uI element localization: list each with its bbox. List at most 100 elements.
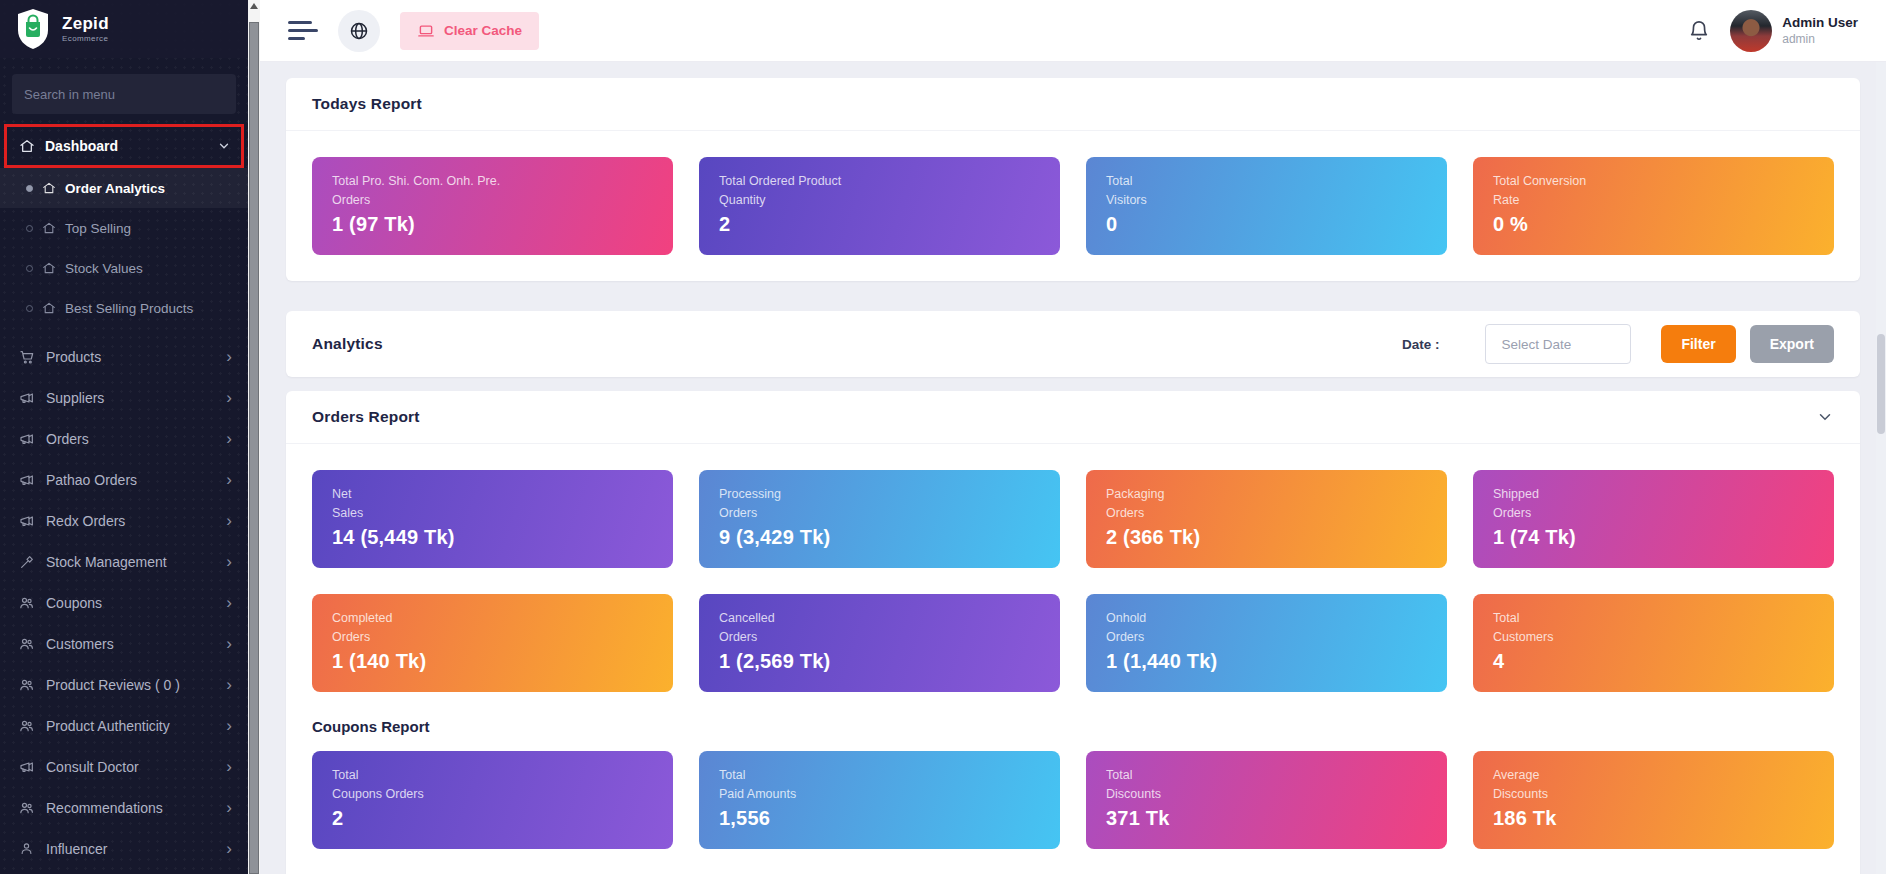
report-card: Shipped Orders 1 (74 Tk) — [1473, 470, 1834, 568]
orders-report-cards-row1: Net Sales 14 (5,449 Tk) Processing Order… — [312, 470, 1834, 568]
card-label-line1: Onhold — [1106, 609, 1427, 628]
card-value: 1,556 — [719, 807, 1040, 830]
report-card: Net Sales 14 (5,449 Tk) — [312, 470, 673, 568]
card-label-line1: Processing — [719, 485, 1040, 504]
megaphone-icon — [18, 759, 35, 775]
card-value: 4 — [1493, 650, 1814, 673]
card-value: 1 (1,440 Tk) — [1106, 650, 1427, 673]
card-label-line2: Orders — [332, 628, 653, 647]
card-label-line1: Packaging — [1106, 485, 1427, 504]
report-card: Total Coupons Orders 2 — [312, 751, 673, 849]
report-card: Total Visitors 0 — [1086, 157, 1447, 255]
sidebar: Zepid Ecommerce Dashboard Order Analytic… — [0, 0, 248, 874]
menu-toggle-icon[interactable] — [288, 21, 318, 40]
sidebar-item[interactable]: Pathao Orders › — [0, 459, 248, 500]
avatar[interactable] — [1730, 10, 1772, 52]
card-label-line1: Total Conversion — [1493, 172, 1814, 191]
sidebar-item[interactable]: Suppliers › — [0, 377, 248, 418]
notifications-button[interactable] — [1688, 20, 1710, 42]
user-menu[interactable]: Admin User admin — [1730, 10, 1858, 52]
card-label-line2: Sales — [332, 504, 653, 523]
chevron-right-icon: › — [226, 471, 232, 488]
sidebar-menu: Products › Suppliers › Orders › Pathao O… — [0, 336, 248, 869]
card-value: 186 Tk — [1493, 807, 1814, 830]
report-card: Total Customers 4 — [1473, 594, 1834, 692]
dashboard-content: Todays Report Total Pro. Shi. Com. Onh. … — [260, 62, 1886, 874]
people-icon — [18, 595, 35, 611]
card-value: 14 (5,449 Tk) — [332, 526, 653, 549]
search-input[interactable] — [12, 74, 236, 114]
sidebar-item[interactable]: Redx Orders › — [0, 500, 248, 541]
clear-cache-button[interactable]: Clear Cache — [400, 12, 539, 50]
card-label-line1: Total Pro. Shi. Com. Onh. Pre. — [332, 172, 653, 191]
sidebar-item[interactable]: Orders › — [0, 418, 248, 459]
card-label-line2: Coupons Orders — [332, 785, 653, 804]
scroll-up-arrow-icon[interactable] — [250, 3, 258, 9]
sidebar-item-dashboard[interactable]: Dashboard — [4, 124, 244, 168]
todays-report-cards: Total Pro. Shi. Com. Onh. Pre. Orders 1 … — [312, 157, 1834, 255]
bullet-icon — [26, 185, 33, 192]
date-input[interactable] — [1485, 324, 1631, 364]
sidebar-subitem[interactable]: Top Selling — [0, 208, 248, 248]
report-card: Packaging Orders 2 (366 Tk) — [1086, 470, 1447, 568]
sidebar-item[interactable]: Customers › — [0, 623, 248, 664]
card-label-line1: Total — [1106, 766, 1427, 785]
card-label-line2: Quantity — [719, 191, 1040, 210]
sidebar-item[interactable]: Product Reviews ( 0 ) › — [0, 664, 248, 705]
export-button[interactable]: Export — [1750, 325, 1834, 363]
page-scrollbar[interactable] — [1876, 62, 1886, 874]
card-value: 1 (97 Tk) — [332, 213, 653, 236]
card-label-line2: Orders — [719, 628, 1040, 647]
sidebar-scrollbar[interactable] — [248, 0, 260, 874]
sidebar-subitem[interactable]: Stock Values — [0, 248, 248, 288]
sidebar-subitem[interactable]: Best Selling Products — [0, 288, 248, 328]
report-card: Total Pro. Shi. Com. Onh. Pre. Orders 1 … — [312, 157, 673, 255]
sidebar-item-label: Influencer — [46, 841, 107, 857]
sidebar-item[interactable]: Coupons › — [0, 582, 248, 623]
sidebar-item[interactable]: Products › — [0, 336, 248, 377]
collapse-chevron-icon[interactable] — [1816, 408, 1834, 426]
sidebar-item[interactable]: Consult Doctor › — [0, 746, 248, 787]
chevron-right-icon: › — [226, 594, 232, 611]
home-icon — [42, 221, 56, 235]
card-label-line2: Customers — [1493, 628, 1814, 647]
sidebar-item-label: Orders — [46, 431, 89, 447]
chevron-right-icon: › — [226, 635, 232, 652]
chevron-right-icon: › — [226, 389, 232, 406]
sidebar-item[interactable]: Recommendations › — [0, 787, 248, 828]
sidebar-subitem-label: Order Analytics — [65, 181, 165, 196]
card-label-line1: Average — [1493, 766, 1814, 785]
people-icon — [18, 677, 35, 693]
sidebar-item[interactable]: Influencer › — [0, 828, 248, 869]
card-label-line2: Rate — [1493, 191, 1814, 210]
clear-cache-label: Clear Cache — [444, 23, 522, 38]
megaphone-icon — [18, 431, 35, 447]
sidebar-item-label: Stock Management — [46, 554, 167, 570]
scrollbar-thumb[interactable] — [1877, 334, 1885, 434]
home-icon — [19, 138, 35, 154]
brand-logo[interactable]: Zepid Ecommerce — [0, 0, 248, 58]
sidebar-item[interactable]: Product Authenticity › — [0, 705, 248, 746]
report-card: Cancelled Orders 1 (2,569 Tk) — [699, 594, 1060, 692]
people-icon — [18, 636, 35, 652]
sidebar-subitem[interactable]: Order Analytics — [0, 168, 248, 208]
report-card: Total Paid Amounts 1,556 — [699, 751, 1060, 849]
chevron-right-icon: › — [226, 512, 232, 529]
bell-icon — [1688, 20, 1710, 42]
card-label-line2: Orders — [332, 191, 653, 210]
card-label-line1: Total — [719, 766, 1040, 785]
card-label-line2: Paid Amounts — [719, 785, 1040, 804]
sidebar-item-label: Products — [46, 349, 101, 365]
bullet-icon — [26, 305, 33, 312]
filter-button[interactable]: Filter — [1661, 325, 1735, 363]
cache-icon — [417, 22, 435, 40]
language-globe-button[interactable] — [338, 10, 380, 52]
chevron-right-icon: › — [226, 676, 232, 693]
scrollbar-thumb[interactable] — [249, 22, 259, 874]
sidebar-item[interactable]: Stock Management › — [0, 541, 248, 582]
sidebar-item-label: Product Authenticity — [46, 718, 170, 734]
sidebar-item-label: Suppliers — [46, 390, 104, 406]
cart-icon — [18, 349, 35, 365]
report-card: Total Conversion Rate 0 % — [1473, 157, 1834, 255]
brand-tagline: Ecommerce — [62, 34, 109, 43]
